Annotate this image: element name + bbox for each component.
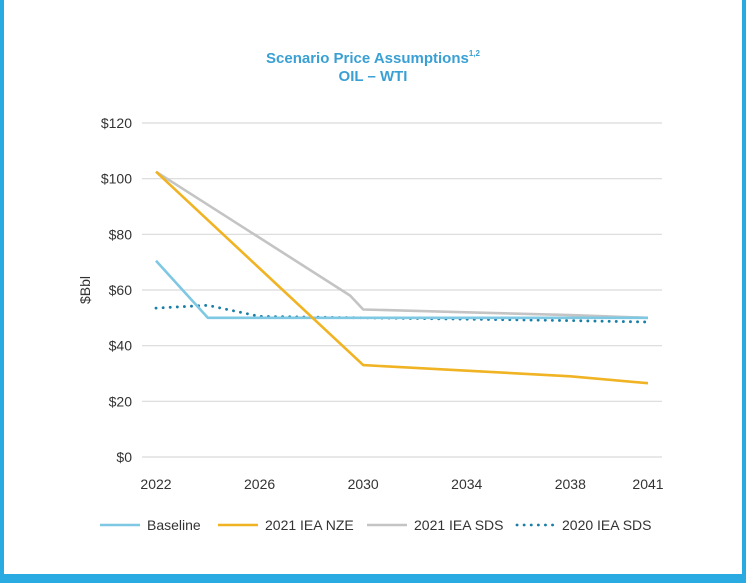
x-tick-label: 2030 xyxy=(348,476,379,492)
chart-subtitle: OIL – WTI xyxy=(338,68,408,85)
y-tick-label: $60 xyxy=(109,282,133,298)
legend: Baseline 2021 IEA NZE 2021 IEA SDS 2020 IEA… xyxy=(100,517,652,533)
legend-label: 2021 IEA NZE xyxy=(265,517,354,533)
chart-title-text: Scenario Price Assumptions xyxy=(266,50,469,67)
y-tick-label: $80 xyxy=(109,226,133,242)
series-line-2020-iea-sds xyxy=(154,303,650,324)
x-tick-label: 2041 xyxy=(632,476,663,492)
legend-label: 2021 IEA SDS xyxy=(414,517,504,533)
x-tick-label: 2026 xyxy=(244,476,275,492)
y-tick-label: $120 xyxy=(101,115,132,131)
chart-title-superscript: 1,2 xyxy=(468,49,480,58)
series-line-2021-iea-nze xyxy=(155,170,649,385)
y-axis-label: $Bbl xyxy=(77,276,93,304)
chart-title: Scenario Price Assumptions1,2 xyxy=(0,50,746,68)
x-tick-label: 2022 xyxy=(140,476,171,492)
y-tick-label: $20 xyxy=(109,393,133,409)
x-axis-ticks: 2022 2026 2030 2034 2038 2041 xyxy=(140,476,663,492)
x-tick-label: 2038 xyxy=(555,476,586,492)
gridlines xyxy=(142,122,662,458)
series-line-2021-iea-sds xyxy=(155,170,649,320)
y-axis-ticks: $0 $20 $40 $60 $80 $100 $120 xyxy=(101,115,132,465)
chart-title-block: Scenario Price Assumptions1,2 OIL – WTI xyxy=(0,50,746,86)
x-tick-label: 2034 xyxy=(451,476,482,492)
legend-label: Baseline xyxy=(147,517,201,533)
y-tick-label: $100 xyxy=(101,171,132,187)
legend-label: 2020 IEA SDS xyxy=(562,517,652,533)
series-line-baseline xyxy=(155,259,648,320)
y-tick-label: $0 xyxy=(116,449,132,465)
y-tick-label: $40 xyxy=(109,338,133,354)
series-lines xyxy=(154,170,650,385)
